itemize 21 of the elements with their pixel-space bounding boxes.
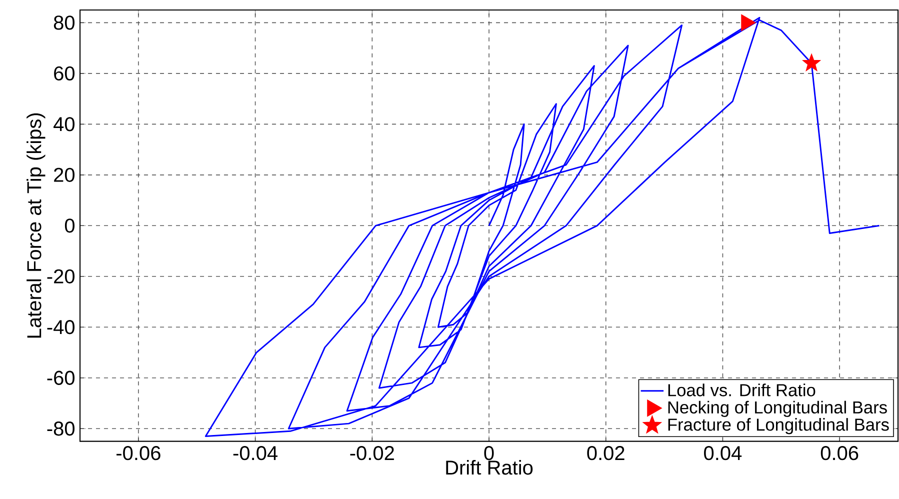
x-axis-title: Drift Ratio [446, 460, 533, 475]
x-tick-label: -0.02 [350, 446, 394, 460]
y-tick-label: -80 [47, 422, 75, 436]
y-axis-title: Lateral Force at Tip (kips) [26, 113, 46, 338]
y-tick-label: 40 [54, 117, 75, 132]
legend-label: Fracture of Longitudinal Bars [668, 418, 889, 434]
x-tick-label: -0.06 [116, 446, 160, 460]
x-tick-label: 0.04 [704, 446, 742, 460]
y-tick-label: 0 [64, 218, 75, 233]
y-tick-label: -40 [47, 320, 75, 334]
x-tick-label: -0.04 [233, 446, 278, 460]
x-tick-label: 0 [484, 446, 494, 460]
y-tick-label: 20 [54, 168, 75, 182]
y-tick-label: -60 [47, 370, 75, 385]
legend-label: Load vs. Drift Ratio [668, 384, 816, 396]
y-tick-label: 60 [54, 66, 75, 80]
x-tick-label: 0.06 [820, 446, 858, 460]
x-tick-label: 0.02 [587, 446, 624, 460]
y-tick-label: -20 [47, 269, 75, 284]
legend-label: Necking of Longitudinal Bars [668, 400, 887, 417]
y-tick-label: 80 [54, 16, 75, 30]
